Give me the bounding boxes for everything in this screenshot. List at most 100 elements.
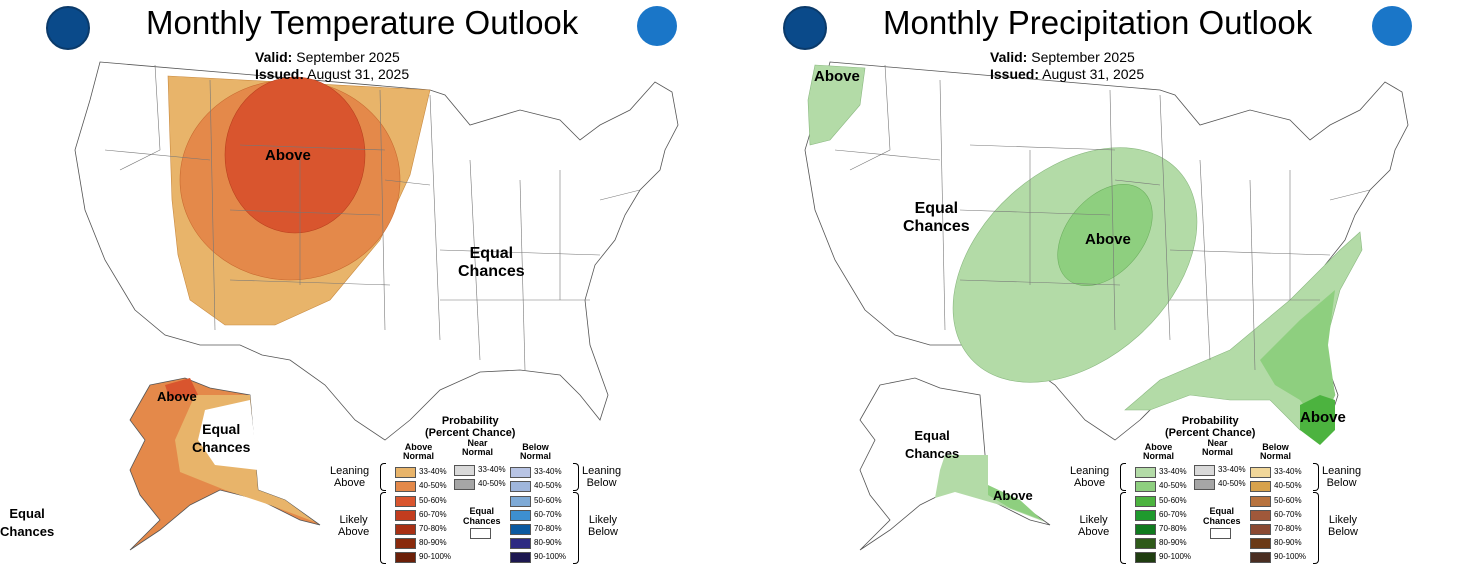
legend-swatch-near-1 — [454, 479, 475, 490]
precip-florida-50-60 — [1300, 395, 1335, 445]
legend-title: Probability (Percent Chance) — [1165, 415, 1256, 439]
temp-hawaii-equal-label: Equal Chances — [0, 506, 55, 539]
legend-swatch-below-0 — [1250, 467, 1271, 478]
legend-range-label: 33-40% — [419, 467, 447, 476]
precipitation-title: Monthly Precipitation Outlook — [883, 4, 1313, 41]
commerce-seal-icon — [783, 6, 827, 50]
legend-range-label: 70-80% — [1274, 524, 1302, 533]
legend-range-label: 40-50% — [478, 479, 506, 488]
legend-swatch-below-2 — [510, 496, 531, 507]
legend-range-label: 90-100% — [1274, 552, 1307, 561]
legend-range-label: 70-80% — [534, 524, 562, 533]
legend-range-label: 33-40% — [478, 465, 506, 474]
legend-swatch-above-3 — [1135, 510, 1156, 521]
temp-alaska-above-label: Above — [157, 389, 197, 404]
noaa-logo-icon — [1372, 6, 1412, 46]
legend-range-label: 33-40% — [1159, 467, 1187, 476]
precip-alaska-above-label: Above — [993, 488, 1033, 503]
legend-swatch-above-4 — [395, 524, 416, 535]
legend-swatch-above-2 — [395, 496, 416, 507]
state-boundaries — [834, 64, 1371, 371]
legend-range-label: 33-40% — [1218, 465, 1246, 474]
legend-range-label: 50-60% — [534, 496, 562, 505]
legend-swatch-below-5 — [510, 538, 531, 549]
legend-swatch-above-6 — [395, 552, 416, 563]
legend-range-label: 60-70% — [419, 510, 447, 519]
temp-50-60-region — [224, 76, 366, 234]
legend-swatch-near-0 — [454, 465, 475, 476]
legend-range-label: 33-40% — [1274, 467, 1302, 476]
precipitation-issued: Issued: August 31, 2025 — [990, 66, 1145, 82]
noaa-logo-icon — [637, 6, 677, 46]
legend-range-label: 70-80% — [419, 524, 447, 533]
legend-range-label: 40-50% — [1218, 479, 1246, 488]
equal-chances-swatch — [470, 528, 491, 539]
legend-swatch-below-1 — [510, 481, 531, 492]
legend-swatch-below-0 — [510, 467, 531, 478]
legend-range-label: 60-70% — [1274, 510, 1302, 519]
temp-alaska-equal-label: Equal Chances — [192, 421, 251, 455]
precip-central-40-50 — [1057, 183, 1153, 287]
alaska-equal-white — [198, 400, 258, 470]
legend-swatch-below-2 — [1250, 496, 1271, 507]
precip-florida-above-label: Above — [1300, 409, 1346, 426]
temperature-valid: Valid: September 2025 — [255, 49, 400, 65]
legend-swatch-near-0 — [1194, 465, 1215, 476]
legend-swatch-above-1 — [1135, 481, 1156, 492]
precip-alaska-equal-label: Equal Chances — [905, 428, 960, 461]
legend-range-label: 90-100% — [419, 552, 452, 561]
legend-swatch-above-4 — [1135, 524, 1156, 535]
temperature-map — [74, 61, 679, 551]
legend-range-label: 80-90% — [1274, 538, 1302, 547]
precip-nw-above-label: Above — [814, 68, 860, 85]
alaska-above-inner — [988, 485, 1042, 520]
temperature-outlook-panel: Monthly Temperature Outlook Valid: Septe… — [0, 4, 679, 570]
legend-range-label: 80-90% — [1159, 538, 1187, 547]
precipitation-legend: Probability (Percent Chance) Above Normal … — [1070, 410, 1370, 570]
temperature-title: Monthly Temperature Outlook — [146, 4, 579, 41]
legend-swatch-near-1 — [1194, 479, 1215, 490]
precipitation-map — [804, 61, 1409, 551]
legend-range-label: 40-50% — [419, 481, 447, 490]
legend-swatch-above-3 — [395, 510, 416, 521]
precipitation-outlook-panel: Monthly Precipitation Outlook Valid: Sep… — [730, 0, 1459, 575]
legend-swatch-below-4 — [510, 524, 531, 535]
legend-swatch-above-2 — [1135, 496, 1156, 507]
legend-swatch-below-5 — [1250, 538, 1271, 549]
legend-range-label: 80-90% — [419, 538, 447, 547]
precipitation-valid: Valid: September 2025 — [990, 49, 1135, 65]
legend-swatch-below-6 — [1250, 552, 1271, 563]
legend-title: Probability (Percent Chance) — [425, 415, 516, 439]
temperature-legend: Probability (Percent Chance) Above Normal … — [330, 410, 630, 570]
legend-range-label: 50-60% — [419, 496, 447, 505]
legend-swatch-below-6 — [510, 552, 531, 563]
legend-range-label: 80-90% — [534, 538, 562, 547]
legend-swatch-below-3 — [510, 510, 531, 521]
precip-equal-chances-label: Equal Chances — [903, 200, 970, 235]
legend-swatch-above-6 — [1135, 552, 1156, 563]
legend-swatch-below-1 — [1250, 481, 1271, 492]
legend-swatch-above-1 — [395, 481, 416, 492]
legend-swatch-above-5 — [395, 538, 416, 549]
legend-swatch-above-0 — [1135, 467, 1156, 478]
equal-chances-swatch — [1210, 528, 1231, 539]
commerce-seal-icon — [46, 6, 90, 50]
temp-equal-chances-label: Equal Chances — [458, 245, 525, 280]
legend-swatch-above-5 — [1135, 538, 1156, 549]
temp-above-label: Above — [265, 147, 311, 164]
alaska-red-tip — [165, 378, 198, 400]
precip-central-above-label: Above — [1085, 231, 1131, 248]
legend-range-label: 40-50% — [1274, 481, 1302, 490]
temperature-issued: Issued: August 31, 2025 — [255, 66, 410, 82]
precip-southeast-40-50 — [1260, 290, 1335, 425]
legend-range-label: 50-60% — [1159, 496, 1187, 505]
legend-range-label: 33-40% — [534, 467, 562, 476]
legend-range-label: 60-70% — [1159, 510, 1187, 519]
legend-range-label: 60-70% — [534, 510, 562, 519]
legend-swatch-below-3 — [1250, 510, 1271, 521]
legend-range-label: 50-60% — [1274, 496, 1302, 505]
legend-range-label: 70-80% — [1159, 524, 1187, 533]
legend-swatch-above-0 — [395, 467, 416, 478]
legend-range-label: 40-50% — [1159, 481, 1187, 490]
state-boundaries — [104, 64, 641, 371]
